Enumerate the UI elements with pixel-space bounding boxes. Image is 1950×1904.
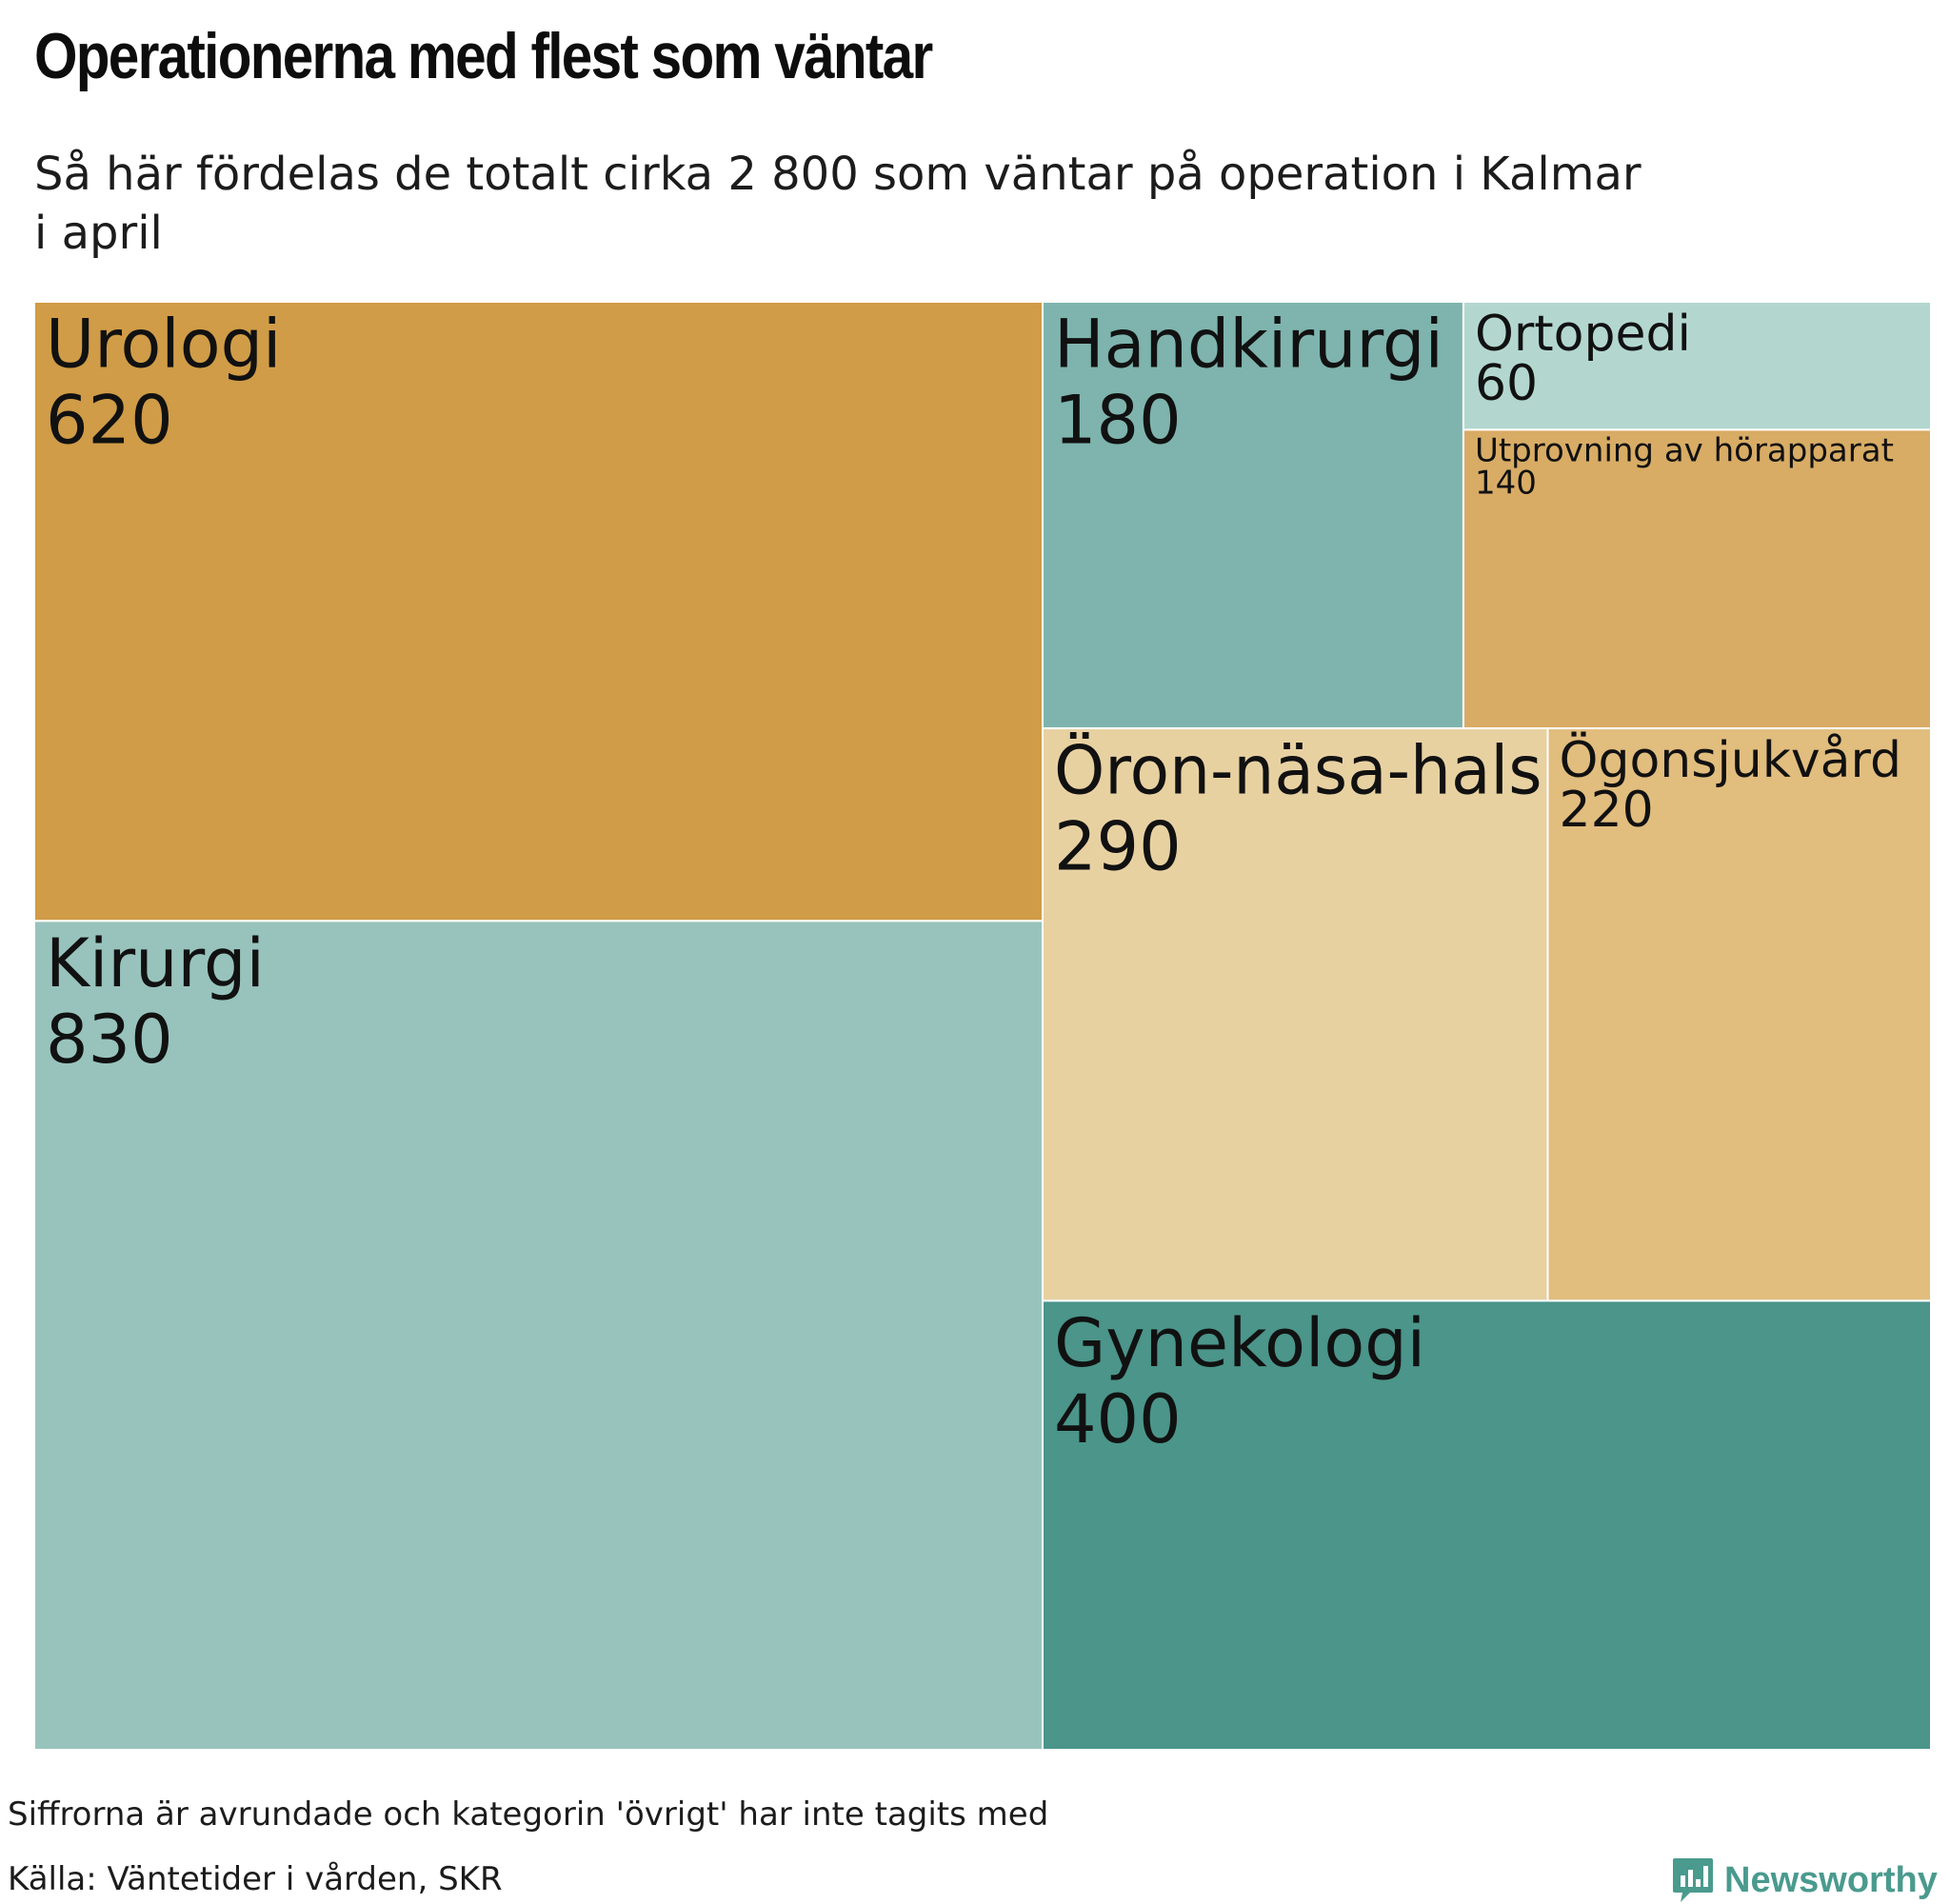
treemap-value-kirurgi: 830 — [46, 1001, 173, 1079]
treemap-value-utprovning-av-horapparat: 140 — [1475, 465, 1537, 503]
treemap-label-handkirurgi: Handkirurgi — [1054, 306, 1443, 384]
subtitle-line-2: i april — [34, 207, 163, 260]
treemap-label-gynekologi: Gynekologi — [1054, 1304, 1425, 1382]
treemap-label-oron-nasa-hals: Öron-näsa-hals — [1054, 732, 1542, 810]
treemap-rect-ogonsjukvard — [1546, 727, 1932, 1302]
newsworthy-logo: Newsworthy — [1671, 1856, 1938, 1904]
footnote-rounding: Siffrorna är avrundade och kategorin 'öv… — [8, 1795, 1049, 1834]
treemap-value-ogonsjukvard: 220 — [1560, 782, 1654, 839]
treemap-value-gynekologi: 400 — [1054, 1380, 1182, 1458]
brand-name: Newsworthy — [1724, 1859, 1938, 1900]
treemap-value-ortopedi: 60 — [1475, 355, 1538, 412]
subtitle-line-1: Så här fördelas de totalt cirka 2 800 so… — [34, 148, 1642, 201]
treemap-rect-kirurgi — [33, 920, 1044, 1751]
treemap-value-handkirurgi: 180 — [1054, 381, 1182, 459]
treemap-rect-urologi — [33, 301, 1044, 922]
treemap-value-urologi: 620 — [46, 381, 173, 459]
treemap-label-kirurgi: Kirurgi — [46, 924, 265, 1002]
treemap-label-utprovning-av-horapparat: Utprovning av hörapparat — [1475, 432, 1894, 470]
chart-title: Operationerna med flest som väntar — [34, 20, 933, 92]
bar-chart-speech-bubble-icon — [1673, 1858, 1713, 1902]
treemap-rect-gynekologi — [1042, 1299, 1932, 1751]
treemap-label-ogonsjukvard: Ögonsjukvård — [1560, 731, 1901, 789]
treemap-rect-oron-nasa-hals — [1042, 727, 1549, 1302]
treemap-value-oron-nasa-hals: 290 — [1054, 807, 1182, 885]
source-note: Källa: Väntetider i vården, SKR — [8, 1860, 503, 1898]
treemap-label-ortopedi: Ortopedi — [1475, 306, 1691, 363]
treemap-label-urologi: Urologi — [46, 306, 281, 384]
chart-subtitle: Så här fördelas de totalt cirka 2 800 so… — [34, 145, 1748, 263]
